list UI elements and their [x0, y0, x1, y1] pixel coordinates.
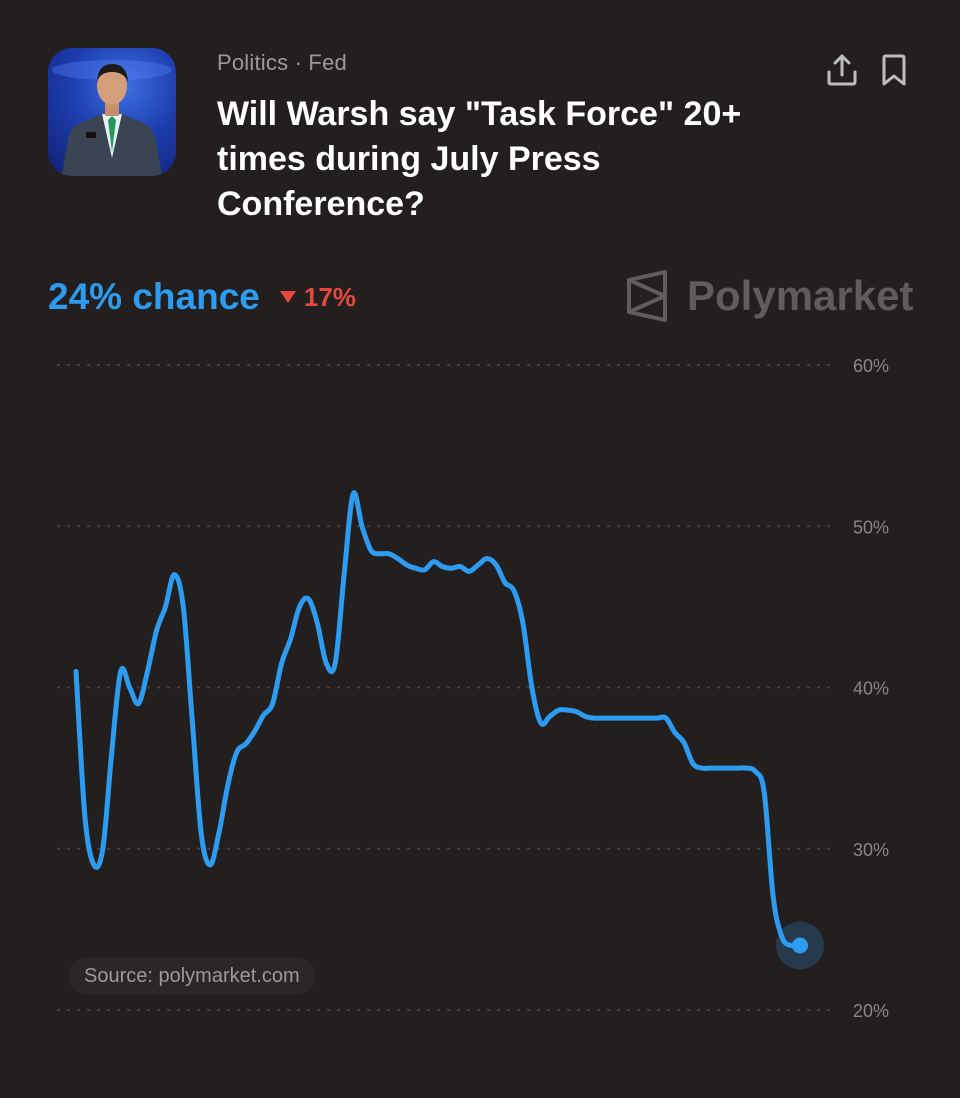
probability-chart: 20% 30% 40% 50% 60% — [57, 356, 889, 1021]
chance-value: 24% chance — [48, 276, 260, 317]
share-button[interactable] — [824, 52, 860, 88]
y-tick-label: 50% — [853, 517, 889, 537]
brand-name: Polymarket — [687, 272, 914, 319]
source-label: Source: polymarket.com — [68, 958, 316, 994]
change-indicator: 17% — [279, 281, 356, 313]
breadcrumb[interactable]: Politics · Fed — [217, 50, 347, 75]
bookmark-icon — [882, 54, 906, 86]
share-icon — [827, 54, 857, 86]
y-tick-label: 60% — [853, 356, 889, 376]
y-tick-label: 40% — [853, 679, 889, 699]
down-triangle-icon — [279, 291, 296, 303]
series-line — [73, 490, 803, 949]
y-tick-label: 30% — [853, 840, 889, 860]
person-photo — [52, 60, 172, 176]
probability-summary: 24% chance 17% — [48, 275, 356, 319]
polymarket-brand: Polymarket — [625, 268, 913, 324]
polymarket-logo-icon — [627, 270, 667, 322]
y-tick-label: 20% — [853, 1001, 889, 1021]
market-thumbnail — [48, 48, 176, 176]
change-value: 17% — [303, 281, 356, 312]
bookmark-button[interactable] — [876, 52, 912, 88]
page-title: Will Warsh say "Task Force" 20+ times du… — [217, 95, 742, 223]
current-point — [792, 937, 808, 954]
